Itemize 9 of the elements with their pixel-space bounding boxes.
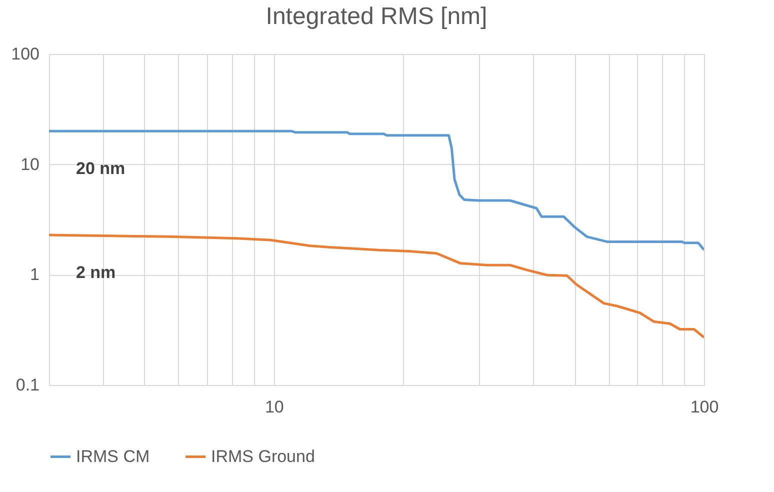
annotation: 2 nm <box>76 262 116 282</box>
y-tick-label: 10 <box>20 154 40 174</box>
legend-label: IRMS Ground <box>211 446 315 466</box>
annotation: 20 nm <box>76 159 126 178</box>
y-tick-label: 0.1 <box>16 376 40 394</box>
chart-title: Integrated RMS [nm] <box>266 3 488 30</box>
y-tick-label: 100 <box>11 44 40 64</box>
legend-label: IRMS CM <box>76 446 150 466</box>
y-tick-label: 1 <box>30 265 40 284</box>
